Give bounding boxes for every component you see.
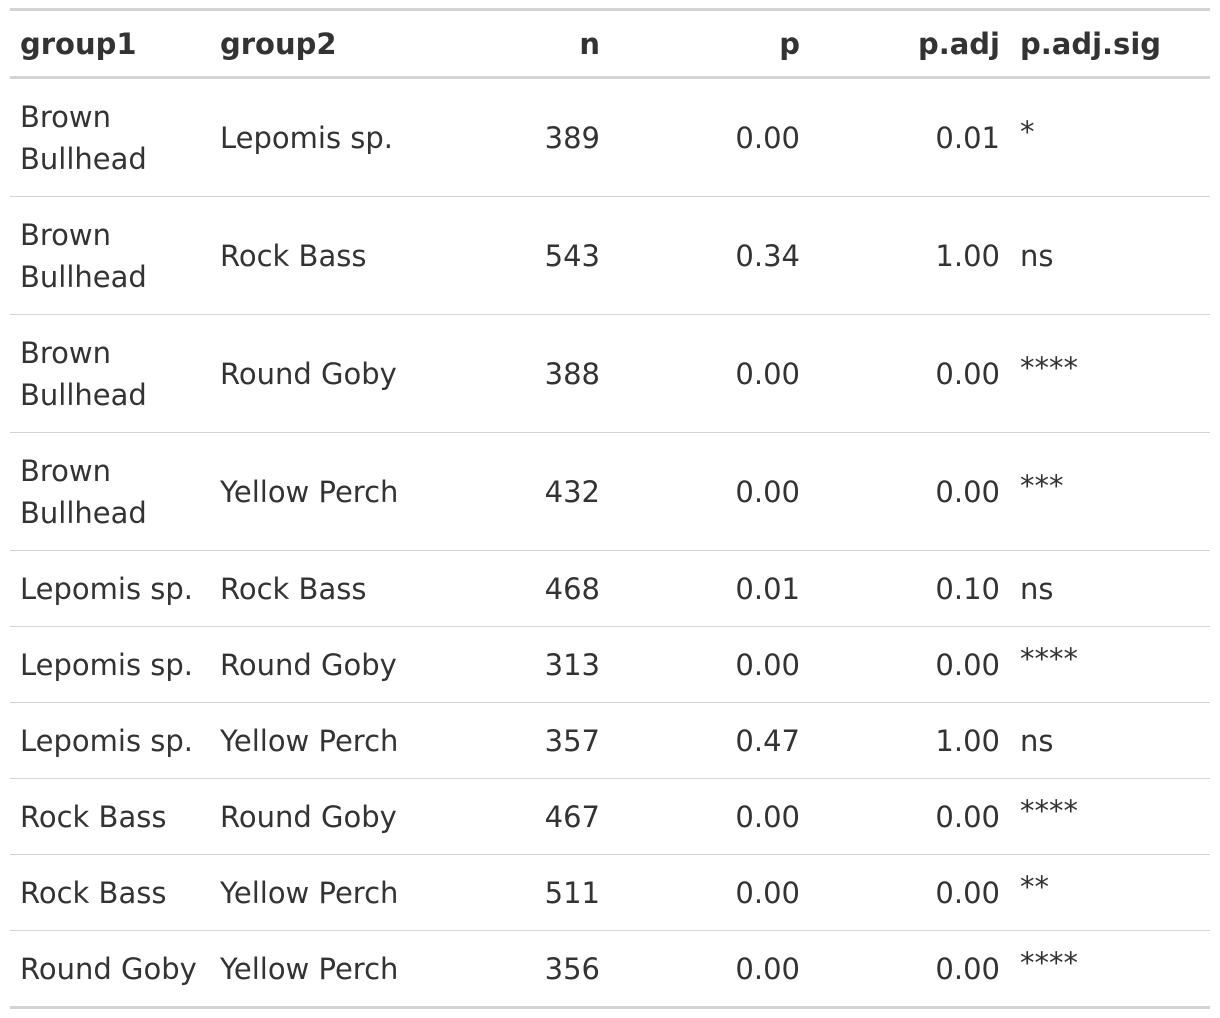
significance-marker: **** [1020, 945, 1078, 980]
cell-p: 0.00 [610, 432, 810, 551]
cell-group2: Rock Bass [210, 196, 410, 315]
significance-marker: **** [1020, 350, 1078, 385]
cell-p-adj-sig: **** [1010, 931, 1210, 1008]
cell-p: 0.34 [610, 196, 810, 315]
cell-group2: Lepomis sp. [210, 77, 410, 197]
cell-n: 468 [410, 550, 610, 627]
cell-p-adj: 0.00 [810, 432, 1010, 551]
header-p-adj: p.adj [810, 9, 1010, 79]
cell-p-adj: 0.00 [810, 778, 1010, 855]
cell-p-adj: 1.00 [810, 196, 1010, 315]
cell-n: 313 [410, 626, 610, 703]
cell-group1: Lepomis sp. [10, 702, 210, 779]
table-header-row: group1 group2 n p p.adj p.adj.sig [10, 9, 1210, 79]
cell-p-adj-sig: ns [1010, 550, 1210, 627]
cell-p: 0.00 [735, 951, 800, 986]
cell-group1: Brown Bullhead [10, 432, 210, 551]
cell-p: 0.00 [610, 626, 810, 703]
cell-n: 543 [410, 196, 610, 315]
cell-p: 0.00 [610, 77, 810, 197]
cell-group2: Round Goby [210, 778, 410, 855]
cell-group1: Brown Bullhead [10, 314, 210, 433]
table-row: Brown Bullhead Round Goby 388 0.00 0.00 … [10, 314, 1210, 433]
table-row: Brown Bullhead Rock Bass 543 0.34 1.00 n… [10, 196, 1210, 315]
cell-n: 388 [410, 314, 610, 433]
table-row: Rock Bass Round Goby 467 0.00 0.00 **** [10, 778, 1210, 855]
cell-n: 467 [410, 778, 610, 855]
cell-group1: Rock Bass [10, 854, 210, 931]
cell-n: 357 [410, 702, 610, 779]
header-group1: group1 [10, 9, 210, 79]
cell-p-adj: 0.00 [810, 626, 1010, 703]
significance-marker: ** [1020, 869, 1049, 904]
cell-p: 0.00 [610, 778, 810, 855]
cell-group2: Yellow Perch [220, 951, 399, 986]
significance-marker: * [1020, 114, 1035, 149]
table-row: Brown Bullhead Yellow Perch 432 0.00 0.0… [10, 432, 1210, 551]
cell-group2: Yellow Perch [210, 702, 410, 779]
significance-marker: *** [1020, 468, 1064, 503]
cell-p-adj-sig: *** [1010, 432, 1210, 551]
significance-marker: **** [1020, 793, 1078, 828]
cell-p-adj-sig: **** [1010, 626, 1210, 703]
cell-p: 0.47 [610, 702, 810, 779]
cell-n: 432 [410, 432, 610, 551]
cell-group1: Brown Bullhead [10, 196, 210, 315]
results-table-container: group1 group2 n p p.adj p.adj.sig Brown … [10, 8, 1210, 1009]
cell-n: 356 [544, 951, 600, 986]
cell-p-adj: 1.00 [810, 702, 1010, 779]
cell-p: 0.00 [610, 854, 810, 931]
table-row: Lepomis sp. Rock Bass 468 0.01 0.10 ns [10, 550, 1210, 627]
cell-p: 0.01 [610, 550, 810, 627]
cell-p-adj: 0.00 [810, 314, 1010, 433]
cell-p-adj-sig: **** [1010, 778, 1210, 855]
cell-p-adj-sig: ns [1010, 196, 1210, 315]
header-group2: group2 [210, 9, 410, 79]
cell-group2: Round Goby [210, 314, 410, 433]
cell-group1: Brown Bullhead [10, 77, 210, 197]
cell-group2: Yellow Perch [210, 432, 410, 551]
cell-group2: Yellow Perch [210, 854, 410, 931]
cell-group2: Rock Bass [210, 550, 410, 627]
cell-group1: Lepomis sp. [10, 550, 210, 627]
cell-p-adj-sig: ** [1010, 854, 1210, 931]
significance-marker: **** [1020, 641, 1078, 676]
header-n: n [410, 9, 610, 79]
cell-group1: Lepomis sp. [10, 626, 210, 703]
table-row: Rock Bass Yellow Perch 511 0.00 0.00 ** [10, 854, 1210, 931]
cell-n: 511 [410, 854, 610, 931]
cell-p-adj: 0.01 [810, 77, 1010, 197]
cell-group1: Round Goby [20, 951, 197, 986]
cell-group2: Round Goby [210, 626, 410, 703]
cell-p-adj-sig: ns [1010, 702, 1210, 779]
header-p-adj-sig: p.adj.sig [1010, 9, 1210, 79]
cell-p-adj: 0.00 [810, 854, 1010, 931]
header-p: p [610, 9, 810, 79]
table-row: Lepomis sp. Round Goby 313 0.00 0.00 ***… [10, 626, 1210, 703]
cell-group1: Rock Bass [10, 778, 210, 855]
cell-p: 0.00 [610, 314, 810, 433]
pairwise-comparison-table: group1 group2 n p p.adj p.adj.sig Brown … [10, 8, 1210, 1009]
cell-p-adj: 0.10 [810, 550, 1010, 627]
cell-p-adj-sig: * [1010, 77, 1210, 197]
table-row: Lepomis sp. Yellow Perch 357 0.47 1.00 n… [10, 702, 1210, 779]
cell-n: 389 [410, 77, 610, 197]
cell-p-adj-sig: **** [1010, 314, 1210, 433]
table-row: Brown Bullhead Lepomis sp. 389 0.00 0.01… [10, 77, 1210, 197]
table-row: Round Goby Yellow Perch 356 0.00 0.00 **… [10, 931, 1210, 1008]
cell-p-adj: 0.00 [935, 951, 1000, 986]
